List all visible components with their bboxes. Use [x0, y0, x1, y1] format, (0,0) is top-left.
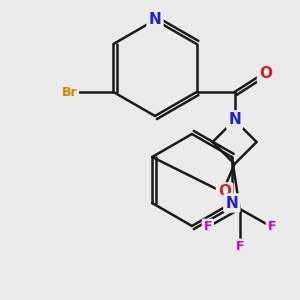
Text: F: F	[204, 220, 212, 233]
Text: Br: Br	[61, 85, 77, 98]
Text: N: N	[148, 13, 161, 28]
Text: O: O	[259, 67, 272, 82]
Text: N: N	[228, 112, 241, 128]
Text: O: O	[218, 184, 231, 200]
Text: N: N	[226, 196, 238, 211]
Text: F: F	[268, 220, 276, 233]
Text: F: F	[236, 241, 244, 254]
